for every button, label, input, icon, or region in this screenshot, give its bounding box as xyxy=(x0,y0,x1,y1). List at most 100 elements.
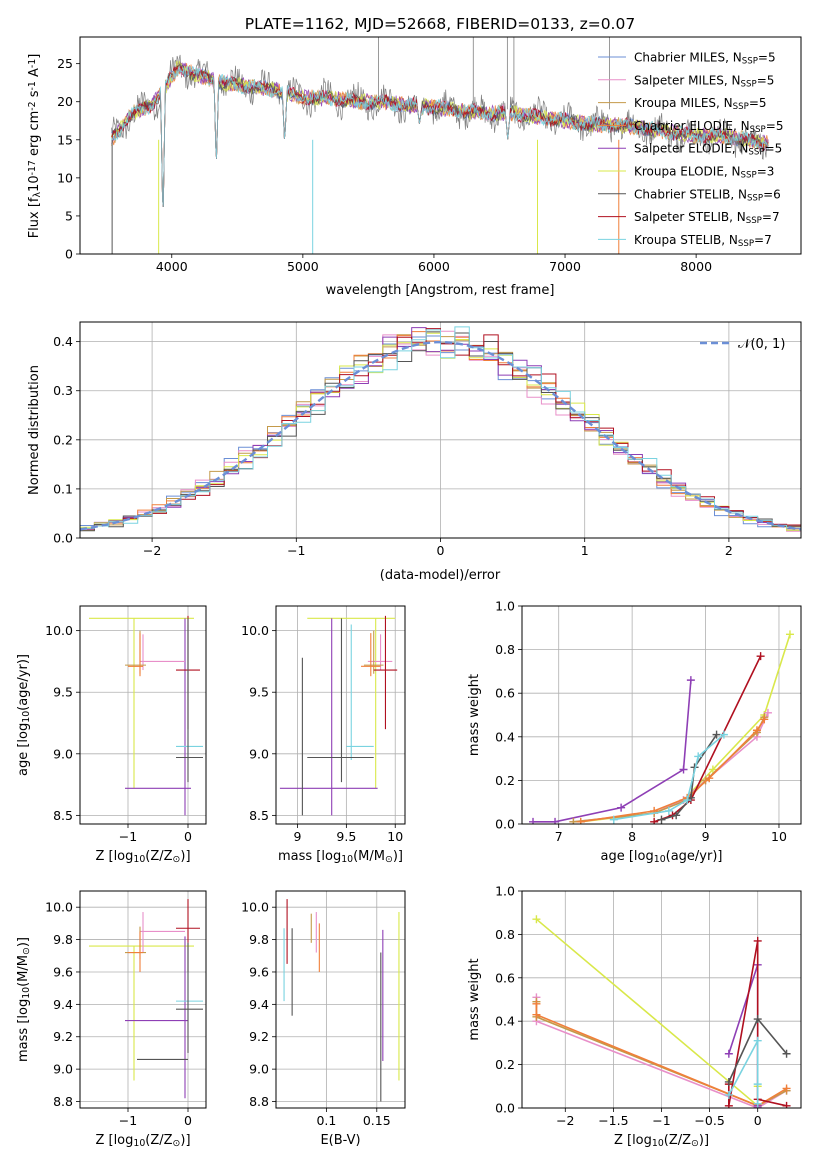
y-tick-label: 8.5 xyxy=(53,808,73,823)
x-tick-label: −1 xyxy=(119,829,137,844)
y-tick-label: 0.2 xyxy=(495,1057,515,1072)
y-tick-label: 25 xyxy=(57,56,73,71)
weight-marker xyxy=(782,1084,791,1093)
weight-marker xyxy=(705,774,714,783)
weight-marker xyxy=(756,652,765,661)
x-axis-label: Z [log10(Z/Z⊙)] xyxy=(614,1133,709,1149)
y-tick-label: 9.2 xyxy=(249,1029,269,1044)
x-tick-label: 7000 xyxy=(549,259,581,274)
plot-area xyxy=(80,326,801,532)
y-tick-label: 8.8 xyxy=(249,1094,269,1109)
weight-marker xyxy=(532,1010,541,1019)
weight-marker xyxy=(724,1049,733,1058)
spectrum-panel: 4000 5000 6000 7000 8000 0 5 10 15 20 25 PLATE=1162… xyxy=(27,15,802,298)
weight-marker xyxy=(576,817,585,824)
x-tick-label: 4000 xyxy=(156,259,188,274)
axes-frame xyxy=(79,36,802,255)
weight-marker xyxy=(724,1101,733,1108)
weight-marker xyxy=(679,765,688,774)
y-tick-label: 9.5 xyxy=(249,685,269,700)
weight-line xyxy=(653,655,762,823)
axes-frame xyxy=(79,605,207,825)
weight-marker xyxy=(719,730,728,739)
x-axis-label: age [log10(age/yr)] xyxy=(601,849,723,865)
x-tick-label: 2 xyxy=(725,543,733,558)
plot-area xyxy=(532,915,791,1108)
weight-marker xyxy=(752,726,761,735)
x-tick-label: −2 xyxy=(143,543,161,558)
gaussian-curve xyxy=(80,341,801,531)
weight-marker xyxy=(672,811,681,820)
x-tick-label: −1 xyxy=(287,543,305,558)
y-tick-label: 0.4 xyxy=(495,1014,515,1029)
y-tick-label: 0.6 xyxy=(495,970,515,985)
y-tick-label: 0.0 xyxy=(53,531,73,546)
y-tick-label: 0.6 xyxy=(495,686,515,701)
y-tick-label: 5 xyxy=(65,208,73,223)
y-tick-label: 0.8 xyxy=(495,642,515,657)
legend-entry: Kroupa MILES, NSSP=5 xyxy=(634,96,767,112)
y-tick-label: 10.0 xyxy=(45,900,73,915)
x-tick-label: 5000 xyxy=(287,259,319,274)
residual-histogram-panel: −2 −1 0 1 2 0.0 0.1 0.2 0.3 0.4 𝒩(0, 1) (data-model… xyxy=(27,321,802,583)
legend-entry: Kroupa STELIB, NSSP=7 xyxy=(634,233,772,249)
weight-marker xyxy=(694,752,703,761)
y-tick-label: 0.1 xyxy=(53,481,73,496)
weight-marker xyxy=(763,708,772,717)
y-tick-label: 8.5 xyxy=(249,808,269,823)
x-tick-label: 6000 xyxy=(418,259,450,274)
y-tick-label: 0.3 xyxy=(53,383,73,398)
weight-marker xyxy=(724,1077,733,1086)
y-tick-label: 10.0 xyxy=(241,623,269,638)
y-tick-label: 9.6 xyxy=(53,964,73,979)
y-tick-label: 15 xyxy=(57,132,73,147)
y-tick-label: 9.8 xyxy=(249,932,269,947)
y-tick-label: 9.2 xyxy=(53,1029,73,1044)
weight-line xyxy=(533,680,692,823)
y-tick-label: 10 xyxy=(57,170,73,185)
weight-marker xyxy=(686,676,695,685)
x-tick-label: 9.5 xyxy=(336,829,356,844)
legend-entry: 𝒩(0, 1) xyxy=(738,337,785,352)
weight-marker xyxy=(785,630,794,639)
legend-entry: Salpeter ELODIE, NSSP=5 xyxy=(634,142,782,158)
plot-area xyxy=(89,899,203,1099)
y-tick-label: 9.6 xyxy=(249,964,269,979)
x-tick-label: 0.15 xyxy=(363,1113,391,1128)
weight-marker xyxy=(708,765,717,774)
weight-line xyxy=(728,1040,759,1104)
x-tick-label: 10 xyxy=(387,829,403,844)
y-axis-label: Flux [fλ10-17 erg cm-2 s-1 A-1] xyxy=(27,54,43,239)
x-tick-label: 8000 xyxy=(680,259,712,274)
y-tick-label: 1.0 xyxy=(495,884,515,899)
plot-area xyxy=(89,615,203,816)
y-tick-label: 0.0 xyxy=(495,817,515,832)
plot-area xyxy=(111,37,769,254)
x-tick-label: 0 xyxy=(184,1113,192,1128)
weight-marker xyxy=(617,803,626,812)
y-tick-label: 0.2 xyxy=(495,773,515,788)
weight-marker xyxy=(569,817,578,824)
x-axis-label: E(B-V) xyxy=(320,1133,360,1148)
y-tick-label: 1.0 xyxy=(495,599,515,614)
plot-area xyxy=(283,899,400,1102)
y-axis-label-group: age [log10(age/yr)] xyxy=(16,654,32,776)
y-tick-label: 9.0 xyxy=(249,746,269,761)
y-tick-label: 0.4 xyxy=(53,334,73,349)
legend-entry: Chabrier MILES, NSSP=5 xyxy=(634,51,776,67)
weight-line xyxy=(535,1003,788,1107)
y-tick-label: 0.8 xyxy=(495,927,515,942)
x-tick-label: 9 xyxy=(294,829,302,844)
x-tick-label: 10 xyxy=(771,829,787,844)
x-tick-label: −1 xyxy=(119,1113,137,1128)
x-axis-label: Z [log10(Z/Z⊙)] xyxy=(95,1133,190,1149)
axes-frame xyxy=(275,890,406,1109)
y-tick-label: 9.5 xyxy=(53,685,73,700)
model-spectrum-8 xyxy=(111,65,769,207)
x-axis-label: Z [log10(Z/Z⊙)] xyxy=(95,849,190,865)
weight-marker xyxy=(753,936,762,945)
legend-entry: Salpeter STELIB, NSSP=7 xyxy=(634,210,780,226)
weight-marker xyxy=(532,999,541,1008)
plot-area xyxy=(279,615,398,816)
